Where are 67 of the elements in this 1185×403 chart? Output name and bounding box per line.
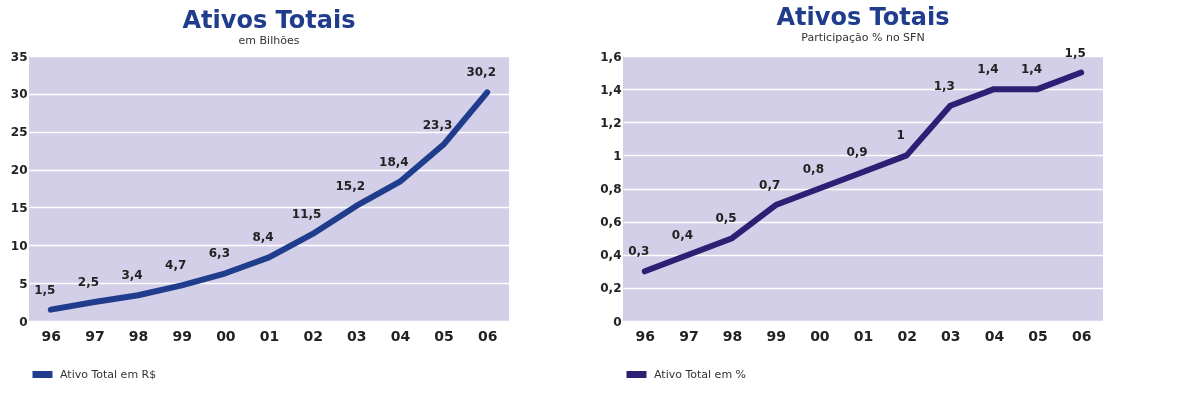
data-label: 23,3: [422, 117, 453, 132]
x-tick-label: 96: [41, 327, 62, 344]
x-tick-label: 04: [984, 327, 1005, 344]
data-label: 2,5: [77, 275, 100, 290]
y-tick-label: 1: [613, 148, 622, 163]
data-label: 30,2: [466, 65, 496, 80]
data-label: 0,3: [628, 244, 650, 259]
x-tick-label: 02: [303, 327, 323, 344]
y-tick-label: 0: [613, 314, 622, 329]
y-tick-label: 0,2: [600, 281, 622, 296]
y-tick-label: 1,6: [600, 49, 622, 64]
y-tick-label: 1,2: [600, 115, 622, 130]
data-label: 8,4: [252, 230, 274, 245]
x-tick-label: 03: [941, 327, 961, 344]
y-tick-label: 30: [10, 87, 28, 102]
y-tick-label: 0: [19, 314, 28, 329]
x-tick-label: 99: [172, 327, 192, 344]
data-label: 0,7: [759, 178, 781, 193]
y-tick-label: 0,8: [600, 182, 622, 196]
chart-title: Ativos Totais: [182, 6, 356, 34]
chart-subtitle: Participação % no SFN: [801, 30, 925, 44]
x-tick-label: 00: [216, 327, 236, 344]
x-tick-label: 98: [722, 327, 743, 344]
chart-subtitle: em Bilhões: [238, 34, 300, 47]
data-label: 1,4: [977, 62, 999, 77]
chart-title: Ativos Totais: [776, 2, 950, 31]
data-label: 1,4: [1020, 62, 1043, 77]
y-tick-label: 5: [19, 276, 28, 291]
x-tick-label: 96: [635, 327, 656, 344]
x-tick-label: 04: [390, 327, 411, 344]
data-label: 0,4: [671, 227, 694, 242]
y-tick-label: 15: [10, 200, 28, 215]
x-tick-label: 01: [853, 327, 874, 344]
data-label: 0,5: [715, 211, 737, 226]
x-tick-label: 97: [679, 327, 699, 344]
data-label: 1: [896, 128, 905, 143]
data-label: 18,4: [379, 154, 409, 169]
data-label: 1,5: [34, 282, 56, 297]
x-tick-label: 99: [766, 327, 786, 344]
data-label: 6,3: [208, 246, 230, 261]
x-tick-label: 97: [85, 327, 105, 344]
y-tick-label: 1,4: [600, 82, 622, 97]
y-tick-label: 10: [10, 238, 28, 253]
x-tick-label: 05: [1028, 327, 1048, 344]
data-label: 4,7: [165, 258, 187, 273]
x-tick-label: 06: [477, 327, 498, 344]
data-label: 1,5: [1064, 45, 1086, 60]
data-label: 0,8: [802, 161, 824, 176]
legend-label: Ativo Total em R$: [60, 367, 157, 381]
x-tick-label: 06: [1071, 327, 1092, 344]
data-label: 0,9: [846, 144, 868, 159]
data-label: 1,3: [933, 78, 955, 93]
y-tick-label: 0,4: [600, 248, 622, 263]
data-label: 11,5: [291, 206, 322, 221]
y-tick-label: 25: [10, 125, 28, 140]
y-tick-label: 35: [10, 49, 28, 64]
x-tick-label: 05: [434, 327, 454, 344]
x-tick-label: 00: [810, 327, 830, 344]
data-label: 15,2: [335, 178, 366, 193]
data-label: 3,4: [121, 268, 143, 283]
legend-label: Ativo Total em %: [654, 367, 747, 381]
y-tick-label: 0,6: [600, 215, 622, 230]
x-tick-label: 03: [347, 327, 367, 344]
x-tick-label: 02: [897, 327, 917, 344]
x-tick-label: 01: [259, 327, 280, 344]
y-tick-label: 20: [10, 163, 28, 178]
x-tick-label: 98: [128, 327, 149, 344]
